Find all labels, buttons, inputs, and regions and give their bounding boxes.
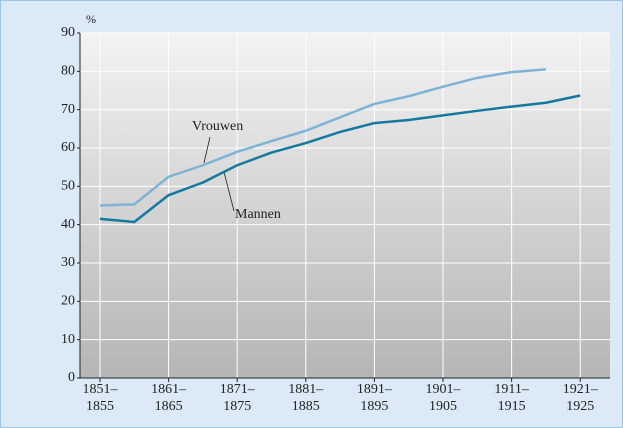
x-tick-label: 1911– 1915 <box>494 382 529 414</box>
series-label: Vrouwen <box>192 119 243 134</box>
y-tick-label: 80 <box>61 64 75 79</box>
x-tick-label: 1881– 1885 <box>288 382 324 414</box>
x-tick-label: 1871– 1875 <box>219 382 255 414</box>
x-tick-label: 1921– 1925 <box>562 382 598 414</box>
x-tick-label: 1901– 1905 <box>425 382 461 414</box>
x-tick-label: 1851– 1855 <box>82 382 118 414</box>
y-tick-label: 40 <box>61 217 75 232</box>
leader-line <box>203 136 211 164</box>
y-tick-label: 70 <box>61 102 75 117</box>
y-tick-label: 50 <box>61 179 75 194</box>
y-tick-label: 90 <box>61 25 75 40</box>
y-tick-label: 10 <box>61 332 75 347</box>
y-tick-label: 60 <box>61 140 75 155</box>
y-tick-label: 0 <box>68 370 75 385</box>
y-tick-label: 20 <box>61 294 75 309</box>
y-tick-label: 30 <box>61 255 75 270</box>
y-unit: % <box>86 12 96 26</box>
plot-area <box>80 33 610 378</box>
leader-line <box>223 171 235 212</box>
x-tick-label: 1861– 1865 <box>151 382 187 414</box>
line-series <box>99 94 581 224</box>
x-tick-label: 1891– 1895 <box>356 382 392 414</box>
line-series <box>99 68 546 207</box>
series-label: Mannen <box>235 207 281 222</box>
